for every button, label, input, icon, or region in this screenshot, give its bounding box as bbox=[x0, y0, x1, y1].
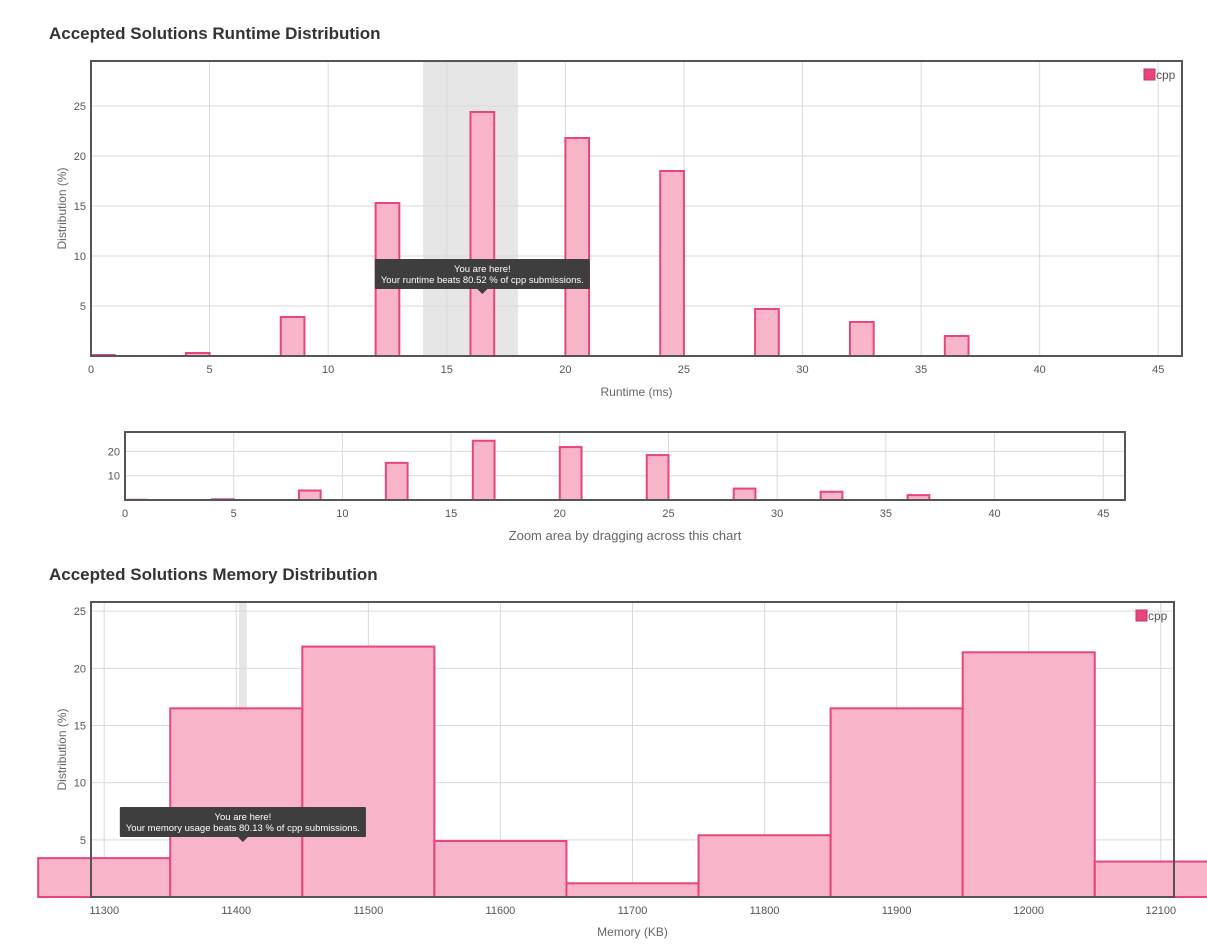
tooltip-box bbox=[119, 807, 366, 837]
memory-section-title: Accepted Solutions Memory Distribution bbox=[49, 565, 378, 584]
x-axis-label: Runtime (ms) bbox=[600, 385, 672, 399]
bar bbox=[819, 490, 844, 502]
bar bbox=[301, 645, 436, 898]
x-tick-label: 11700 bbox=[618, 905, 648, 917]
x-tick-label: 45 bbox=[1152, 364, 1164, 376]
y-tick-label: 25 bbox=[74, 606, 86, 618]
bar bbox=[961, 651, 1096, 898]
y-tick-label: 5 bbox=[80, 301, 86, 313]
bar bbox=[279, 316, 306, 357]
bar bbox=[384, 461, 409, 502]
chart-memory: 11300 11400 11500 11600 11700 11800 11900 12000… bbox=[37, 601, 1207, 939]
bar bbox=[169, 707, 304, 899]
x-tick-label: 25 bbox=[662, 508, 674, 520]
tooltip-box bbox=[374, 259, 590, 289]
x-tick-label: 10 bbox=[322, 364, 334, 376]
x-tick-label: 15 bbox=[441, 364, 453, 376]
bar bbox=[645, 454, 670, 502]
bar bbox=[754, 308, 780, 357]
x-tick-label: 11800 bbox=[750, 905, 780, 917]
y-tick-label: 20 bbox=[108, 446, 120, 458]
y-axis-label: Distribution (%) bbox=[55, 708, 69, 790]
y-tick-label: 5 bbox=[80, 835, 86, 847]
tooltip-line2: Your runtime beats 80.52 % of cpp submis… bbox=[381, 275, 584, 286]
bar bbox=[469, 111, 496, 357]
bar bbox=[565, 882, 700, 898]
y-tick-label: 20 bbox=[74, 151, 86, 163]
x-tick-label: 11400 bbox=[221, 905, 251, 917]
x-axis-label: Memory (KB) bbox=[597, 925, 668, 939]
x-tick-label: 40 bbox=[1034, 364, 1046, 376]
bar bbox=[564, 137, 591, 357]
y-tick-label: 10 bbox=[74, 778, 86, 790]
tooltip-line1: You are here! bbox=[215, 812, 272, 823]
x-tick-label: 30 bbox=[771, 508, 783, 520]
chart-runtime: 0 5 10 15 20 25 30 35 40 45 5 10 15 20 25 Runtime (ms) D… bbox=[55, 60, 1183, 399]
x-tick-label: 11300 bbox=[89, 905, 119, 917]
legend-swatch bbox=[1143, 68, 1156, 81]
y-tick-label: 25 bbox=[74, 101, 86, 113]
x-tick-label: 35 bbox=[880, 508, 892, 520]
x-tick-label: 11900 bbox=[882, 905, 912, 917]
x-tick-label: 10 bbox=[336, 508, 348, 520]
x-tick-label: 30 bbox=[796, 364, 808, 376]
x-tick-label: 45 bbox=[1097, 508, 1109, 520]
x-tick-label: 15 bbox=[445, 508, 457, 520]
zoom-hint: Zoom area by dragging across this chart bbox=[509, 528, 742, 543]
x-tick-label: 20 bbox=[559, 364, 571, 376]
x-tick-label: 12000 bbox=[1013, 905, 1044, 917]
bar bbox=[697, 834, 832, 898]
x-tick-label: 25 bbox=[678, 364, 690, 376]
bar bbox=[37, 857, 172, 898]
bar bbox=[732, 487, 757, 502]
x-tick-label: 11500 bbox=[353, 905, 383, 917]
x-tick-label: 35 bbox=[915, 364, 927, 376]
runtime-section-title: Accepted Solutions Runtime Distribution bbox=[49, 24, 381, 43]
bar bbox=[659, 170, 685, 357]
tooltip-line1: You are here! bbox=[454, 264, 511, 275]
bar bbox=[829, 707, 964, 899]
y-tick-label: 10 bbox=[74, 251, 86, 263]
x-tick-label: 12100 bbox=[1145, 905, 1176, 917]
legend-label: cpp bbox=[1156, 68, 1176, 82]
x-tick-label: 5 bbox=[207, 364, 213, 376]
legend-label: cpp bbox=[1148, 609, 1168, 623]
tooltip-line2: Your memory usage beats 80.13 % of cpp s… bbox=[126, 823, 360, 834]
tooltip: You are here!Your memory usage beats 80.… bbox=[119, 807, 366, 842]
y-axis-label: Distribution (%) bbox=[55, 167, 69, 249]
plot-frame bbox=[90, 601, 1175, 898]
bar bbox=[297, 489, 322, 501]
bar bbox=[848, 321, 875, 357]
y-tick-label: 15 bbox=[74, 201, 86, 213]
bar bbox=[943, 335, 970, 357]
x-tick-label: 11600 bbox=[486, 905, 516, 917]
x-tick-label: 20 bbox=[554, 508, 566, 520]
y-tick-label: 20 bbox=[74, 663, 86, 675]
plot-frame bbox=[124, 431, 1126, 501]
bar bbox=[558, 446, 583, 501]
legend-swatch bbox=[1135, 609, 1148, 622]
bar bbox=[433, 839, 568, 898]
x-tick-label: 0 bbox=[122, 508, 128, 520]
plot-frame bbox=[90, 60, 1183, 357]
bar bbox=[1093, 860, 1207, 898]
x-tick-label: 5 bbox=[231, 508, 237, 520]
chart-runtime_overview: 0 5 10 15 20 25 30 35 40 45 10 20 bbox=[108, 431, 1126, 520]
tooltip-arrow bbox=[477, 289, 488, 294]
bar bbox=[471, 439, 496, 501]
y-tick-label: 15 bbox=[74, 720, 86, 732]
tooltip-arrow bbox=[237, 837, 248, 842]
tooltip: You are here!Your runtime beats 80.52 % … bbox=[374, 259, 590, 294]
x-tick-label: 0 bbox=[88, 364, 94, 376]
x-tick-label: 40 bbox=[988, 508, 1000, 520]
y-tick-label: 10 bbox=[108, 471, 120, 483]
